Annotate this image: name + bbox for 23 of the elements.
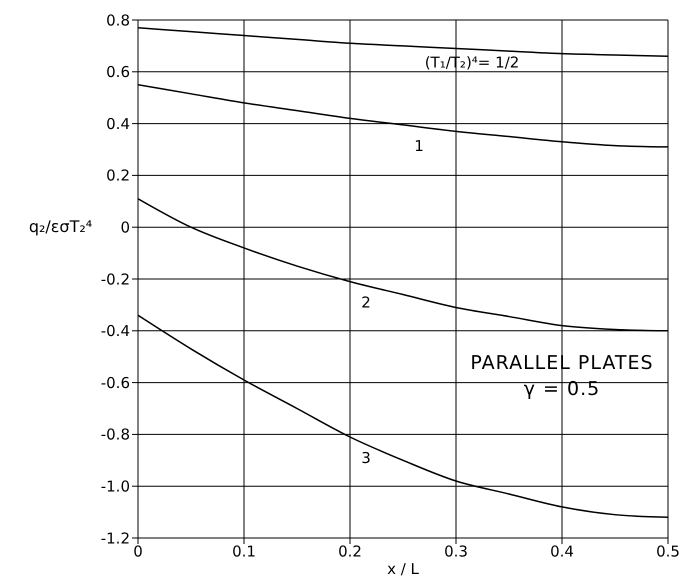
y-tick-label: -0.8 <box>100 426 130 444</box>
x-tick-label: 0.4 <box>550 542 574 561</box>
y-tick-label: 0 <box>120 218 130 237</box>
x-tick-label: 0.2 <box>338 542 362 561</box>
y-tick-label: -1.0 <box>100 478 130 496</box>
series-label: 2 <box>361 294 371 312</box>
x-tick-label: 0.5 <box>656 542 680 561</box>
y-tick-label: 0.2 <box>106 166 130 185</box>
y-tick-label: 0.4 <box>106 114 130 133</box>
x-tick-label: 0.3 <box>444 542 468 561</box>
y-tick-label: 0.8 <box>106 11 130 30</box>
y-tick-label: 0.6 <box>106 63 130 82</box>
x-axis-title: x / L <box>386 560 420 578</box>
y-axis-title: q₂/εσT₂⁴ <box>28 216 94 236</box>
y-tick-label: -0.4 <box>100 322 130 340</box>
y-tick-label: -0.6 <box>100 374 130 392</box>
y-tick-label: -1.2 <box>100 529 130 548</box>
x-tick-label: 0 <box>133 542 143 561</box>
series-label: 1 <box>414 136 424 155</box>
annotation: γ = 0.5 <box>522 378 602 400</box>
series-label: 3 <box>361 448 371 467</box>
y-tick-label: -0.2 <box>100 270 130 288</box>
x-tick-label: 0.1 <box>232 542 256 561</box>
